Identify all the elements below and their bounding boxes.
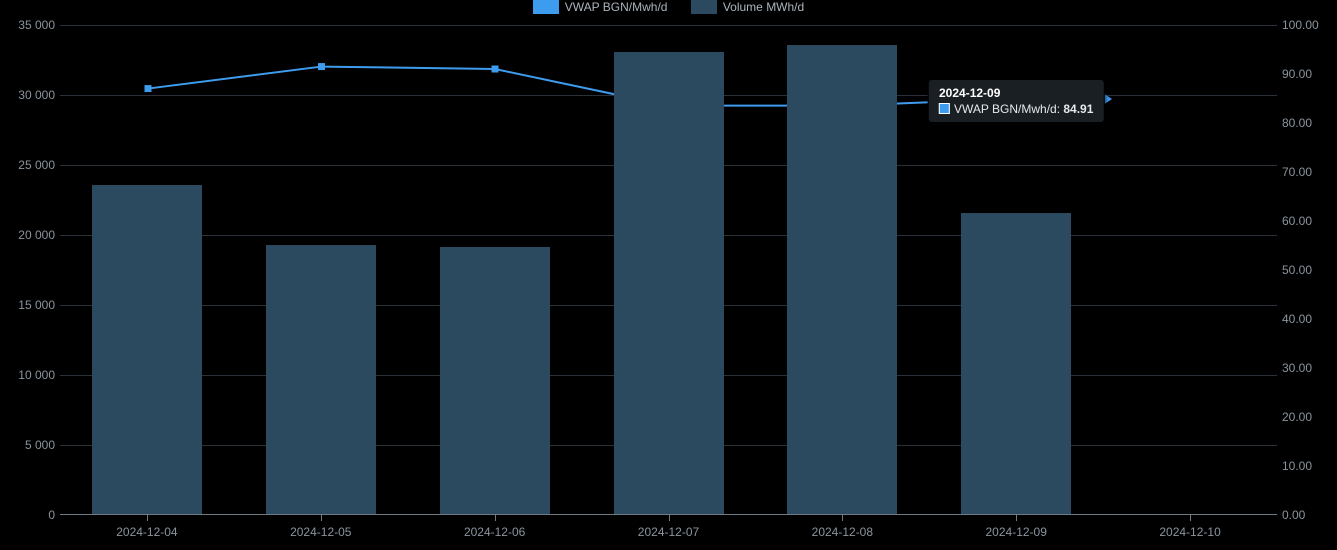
vwap-line-marker[interactable] [492, 66, 499, 73]
y-right-tick-label: 80.00 [1282, 116, 1332, 130]
y-right-tick-label: 30.00 [1282, 361, 1332, 375]
plot-area[interactable]: 05 00010 00015 00020 00025 00030 00035 0… [60, 25, 1277, 515]
x-tick-label: 2024-12-05 [290, 525, 351, 539]
chart-tooltip: 2024-12-09 VWAP BGN/Mwh/d: 84.91 [928, 79, 1104, 123]
volume-bar[interactable] [92, 185, 202, 514]
y-right-tick-label: 20.00 [1282, 410, 1332, 424]
tooltip-swatch [939, 103, 950, 114]
tooltip-date: 2024-12-09 [939, 86, 1093, 100]
y-left-tick-label: 15 000 [5, 298, 55, 312]
y-left-tick-label: 0 [5, 508, 55, 522]
x-tick-label: 2024-12-08 [812, 525, 873, 539]
legend-swatch-vwap [533, 0, 559, 14]
x-tick [1016, 514, 1017, 521]
y-right-tick-label: 70.00 [1282, 165, 1332, 179]
y-left-tick-label: 20 000 [5, 228, 55, 242]
y-left-tick-label: 10 000 [5, 368, 55, 382]
y-right-tick-label: 40.00 [1282, 312, 1332, 326]
vwap-line-marker[interactable] [318, 63, 325, 70]
legend-item-volume[interactable]: Volume MWh/d [691, 0, 804, 14]
x-tick [1190, 514, 1191, 521]
x-tick-label: 2024-12-09 [986, 525, 1047, 539]
vwap-line-marker[interactable] [145, 85, 152, 92]
x-tick-label: 2024-12-04 [116, 525, 177, 539]
x-tick [495, 514, 496, 521]
gridline [60, 25, 1277, 26]
vwap-line-marker[interactable] [1012, 95, 1019, 102]
legend-label-volume: Volume MWh/d [723, 0, 804, 14]
legend-item-vwap[interactable]: VWAP BGN/Mwh/d [533, 0, 668, 14]
tooltip-series: VWAP BGN/Mwh/d: [954, 102, 1063, 116]
y-right-tick-label: 60.00 [1282, 214, 1332, 228]
y-left-tick-label: 30 000 [5, 88, 55, 102]
x-tick [321, 514, 322, 521]
y-left-tick-label: 25 000 [5, 158, 55, 172]
x-tick-label: 2024-12-06 [464, 525, 525, 539]
tooltip-value: 84.91 [1063, 102, 1093, 116]
y-left-tick-label: 35 000 [5, 18, 55, 32]
volume-bar[interactable] [614, 52, 724, 514]
volume-bar[interactable] [787, 45, 897, 514]
x-tick-label: 2024-12-10 [1159, 525, 1220, 539]
volume-bar[interactable] [440, 247, 550, 514]
y-right-tick-label: 10.00 [1282, 459, 1332, 473]
y-right-tick-label: 90.00 [1282, 67, 1332, 81]
x-tick [669, 514, 670, 521]
x-tick [147, 514, 148, 521]
volume-bar[interactable] [961, 213, 1071, 514]
x-tick [842, 514, 843, 521]
chart-legend: VWAP BGN/Mwh/d Volume MWh/d [0, 0, 1337, 22]
legend-label-vwap: VWAP BGN/Mwh/d [565, 0, 668, 14]
y-right-tick-label: 0.00 [1282, 508, 1332, 522]
vwap-volume-chart: VWAP BGN/Mwh/d Volume MWh/d 05 00010 000… [0, 0, 1337, 550]
volume-bar[interactable] [266, 245, 376, 514]
y-right-tick-label: 100.00 [1282, 18, 1332, 32]
y-right-tick-label: 50.00 [1282, 263, 1332, 277]
y-left-tick-label: 5 000 [5, 438, 55, 452]
legend-swatch-volume [691, 0, 717, 14]
x-tick-label: 2024-12-07 [638, 525, 699, 539]
